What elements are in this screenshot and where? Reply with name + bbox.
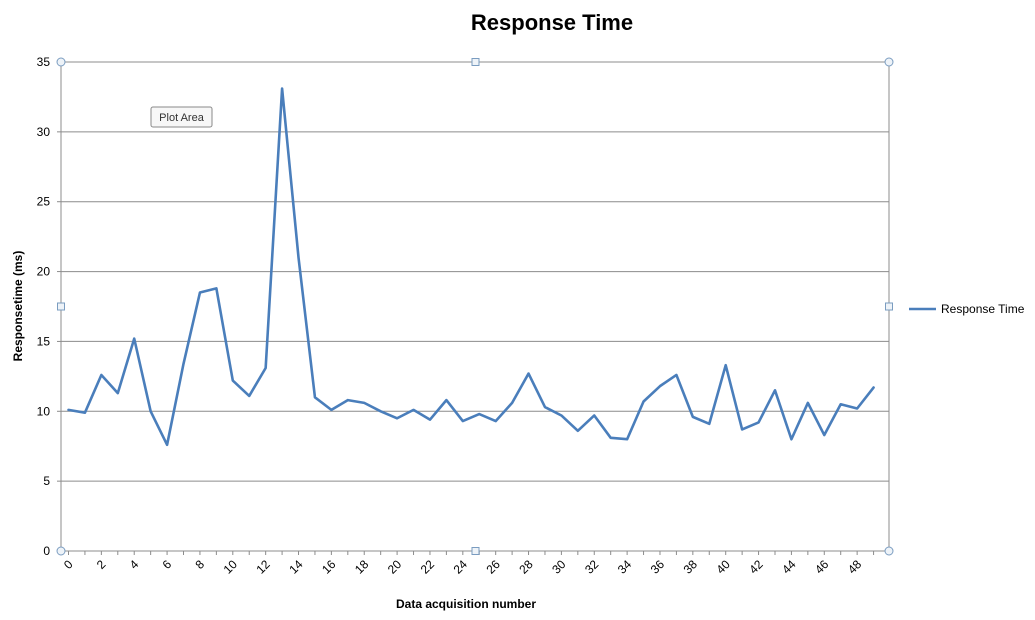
- x-tick-label: 44: [779, 557, 799, 577]
- y-tick-label: 15: [37, 334, 51, 348]
- edge-resize-handle[interactable]: [471, 58, 480, 66]
- y-tick-label: 0: [43, 544, 50, 558]
- x-tick-label: 12: [253, 557, 273, 577]
- x-tick-label: 6: [160, 557, 175, 572]
- x-tick-label: 8: [192, 557, 207, 572]
- y-tick-label: 25: [37, 195, 51, 209]
- x-tick-label: 40: [713, 557, 733, 577]
- legend-label-response-time: Response Time: [941, 302, 1025, 316]
- plot-area-frame[interactable]: [60, 61, 890, 552]
- x-tick-label: 14: [286, 557, 306, 577]
- x-tick-label: 28: [516, 557, 536, 577]
- series-line-0: [67, 87, 875, 447]
- chart-title: Response Time: [471, 10, 633, 35]
- x-tick-label: 2: [94, 557, 109, 572]
- edge-resize-handle[interactable]: [57, 302, 65, 311]
- y-tick-label: 30: [37, 125, 51, 139]
- y-tick-label: 10: [37, 404, 51, 418]
- x-tick-label: 34: [615, 557, 635, 577]
- legend: Response Time: [909, 302, 1025, 316]
- y-tick-label: 20: [37, 265, 51, 279]
- grid-lines: [61, 61, 889, 552]
- x-tick-label: 30: [549, 557, 569, 577]
- series-layer: [67, 87, 875, 447]
- x-tick-label: 36: [648, 557, 668, 577]
- x-tick-label: 48: [845, 557, 865, 577]
- x-tick-label: 32: [582, 557, 602, 577]
- y-axis-tick-labels: 0 5 10 15 20 25 30 35: [37, 55, 61, 558]
- plot-area-tooltip: Plot Area: [150, 106, 213, 128]
- selection-handles[interactable]: [56, 57, 894, 556]
- edge-resize-handle[interactable]: [471, 547, 480, 555]
- tooltip-label: Plot Area: [159, 112, 205, 124]
- x-tick-label: 10: [221, 557, 241, 577]
- corner-resize-handle[interactable]: [884, 57, 894, 67]
- tooltip-box: [150, 106, 213, 128]
- x-tick-label: 20: [385, 557, 405, 577]
- corner-resize-handle[interactable]: [56, 57, 66, 67]
- x-axis-tick-labels: 0 2 4 6 8 10 12 14 16 18 20 22 24 26 28 30 32 34 36 38 40 42 4…: [61, 551, 875, 577]
- x-tick-label: 4: [127, 557, 142, 572]
- x-tick-label: 46: [812, 557, 832, 577]
- edge-resize-handle[interactable]: [885, 302, 893, 311]
- x-tick-label: 16: [319, 557, 339, 577]
- x-tick-label: 22: [418, 557, 438, 577]
- x-tick-label: 42: [746, 557, 766, 577]
- x-tick-label: 0: [61, 557, 76, 572]
- corner-resize-handle[interactable]: [884, 546, 894, 556]
- x-tick-label: 38: [681, 557, 701, 577]
- corner-resize-handle[interactable]: [56, 546, 66, 556]
- y-tick-label: 5: [43, 474, 50, 488]
- x-tick-label: 24: [451, 557, 471, 577]
- x-tick-label: 18: [352, 557, 372, 577]
- y-tick-label: 35: [37, 55, 51, 69]
- x-tick-label: 26: [483, 557, 503, 577]
- y-axis-title: Responsetime (ms): [11, 251, 25, 362]
- x-axis-title: Data acquisition number: [396, 597, 536, 611]
